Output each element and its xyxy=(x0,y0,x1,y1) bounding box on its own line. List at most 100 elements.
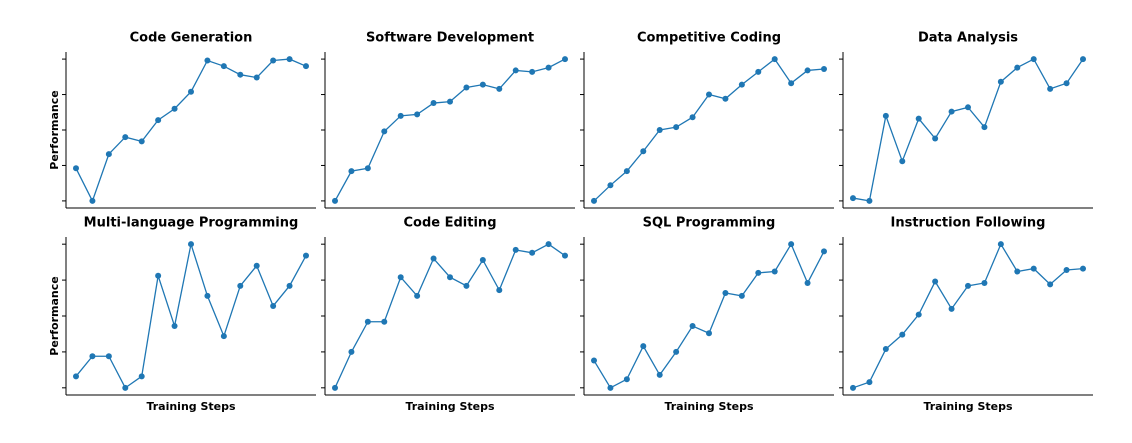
series-line xyxy=(334,243,566,389)
data-point xyxy=(932,278,939,285)
data-point xyxy=(850,384,856,391)
data-point xyxy=(591,357,597,364)
data-point xyxy=(397,112,404,119)
data-point xyxy=(804,279,811,286)
data-point xyxy=(706,91,712,98)
panel-title: SQL Programming xyxy=(643,216,776,231)
data-point xyxy=(89,353,96,360)
data-point xyxy=(850,195,856,202)
series-line xyxy=(593,58,825,202)
data-point xyxy=(1030,56,1037,63)
data-point xyxy=(722,95,729,102)
data-point xyxy=(348,168,355,175)
data-point xyxy=(253,74,260,81)
data-point xyxy=(253,262,260,269)
data-point xyxy=(915,115,922,122)
data-point xyxy=(981,279,988,286)
data-point xyxy=(188,88,194,95)
data-point xyxy=(529,68,536,75)
data-point xyxy=(479,256,486,263)
data-point xyxy=(188,241,194,248)
data-point xyxy=(866,197,873,204)
data-point xyxy=(755,68,762,75)
data-point xyxy=(607,182,614,189)
data-point xyxy=(1047,85,1054,92)
data-point xyxy=(722,290,729,297)
data-point xyxy=(804,67,811,74)
y-axis-label: Performance xyxy=(48,90,61,169)
data-point xyxy=(1063,80,1070,87)
data-point xyxy=(512,67,519,74)
data-point xyxy=(381,318,388,325)
data-point xyxy=(447,98,453,105)
data-point xyxy=(496,287,503,294)
data-point xyxy=(1063,267,1070,274)
data-point xyxy=(463,282,470,289)
data-point xyxy=(1014,64,1021,71)
data-point xyxy=(997,241,1004,248)
data-point xyxy=(965,104,971,111)
data-point xyxy=(430,255,437,262)
data-point xyxy=(237,71,244,78)
data-point xyxy=(788,241,795,248)
data-point xyxy=(89,197,96,204)
data-point xyxy=(220,63,227,70)
x-axis-label: Training Steps xyxy=(923,400,1013,413)
data-point xyxy=(237,282,244,289)
data-point xyxy=(171,323,178,330)
data-point xyxy=(286,282,293,289)
data-point xyxy=(689,114,696,121)
data-point xyxy=(512,246,519,253)
data-point xyxy=(882,346,889,353)
series-line xyxy=(75,241,307,389)
data-point xyxy=(545,241,552,248)
data-point xyxy=(882,112,889,119)
data-point xyxy=(138,138,145,145)
panel-title: Code Editing xyxy=(404,216,497,231)
data-point xyxy=(138,373,145,380)
data-point xyxy=(706,330,712,337)
data-point xyxy=(1014,268,1021,275)
data-point xyxy=(1047,281,1054,288)
data-point xyxy=(381,128,388,135)
data-point xyxy=(204,57,211,64)
data-point xyxy=(286,56,293,63)
data-point xyxy=(932,135,939,142)
data-point xyxy=(915,311,922,318)
data-point xyxy=(673,348,680,355)
data-point xyxy=(755,269,762,276)
data-point xyxy=(640,148,647,155)
data-point xyxy=(122,134,129,141)
data-point xyxy=(479,81,486,88)
data-point xyxy=(397,274,404,281)
x-axis-label: Training Steps xyxy=(405,400,495,413)
data-point xyxy=(270,57,277,64)
data-point xyxy=(303,252,309,259)
data-point xyxy=(105,353,112,360)
panel-title: Data Analysis xyxy=(918,31,1018,46)
data-point xyxy=(303,63,309,70)
panel-title: Multi-language Programming xyxy=(84,216,299,231)
data-point xyxy=(738,292,745,299)
data-point xyxy=(866,379,873,386)
data-point xyxy=(948,108,955,115)
data-point xyxy=(673,124,680,131)
data-point xyxy=(463,84,470,91)
series-line xyxy=(334,58,566,202)
panel-title: Instruction Following xyxy=(891,216,1046,231)
x-axis-label: Training Steps xyxy=(664,400,754,413)
data-point xyxy=(155,272,162,279)
x-axis-label: Training Steps xyxy=(146,400,236,413)
data-point xyxy=(623,168,630,175)
data-point xyxy=(220,333,227,340)
data-point xyxy=(623,376,630,383)
panel-title: Competitive Coding xyxy=(637,31,781,46)
data-point xyxy=(821,66,827,73)
series-line xyxy=(593,242,825,389)
data-point xyxy=(640,343,647,350)
data-point xyxy=(771,268,778,275)
data-point xyxy=(364,318,371,325)
data-point xyxy=(788,80,795,87)
data-point xyxy=(899,158,906,165)
